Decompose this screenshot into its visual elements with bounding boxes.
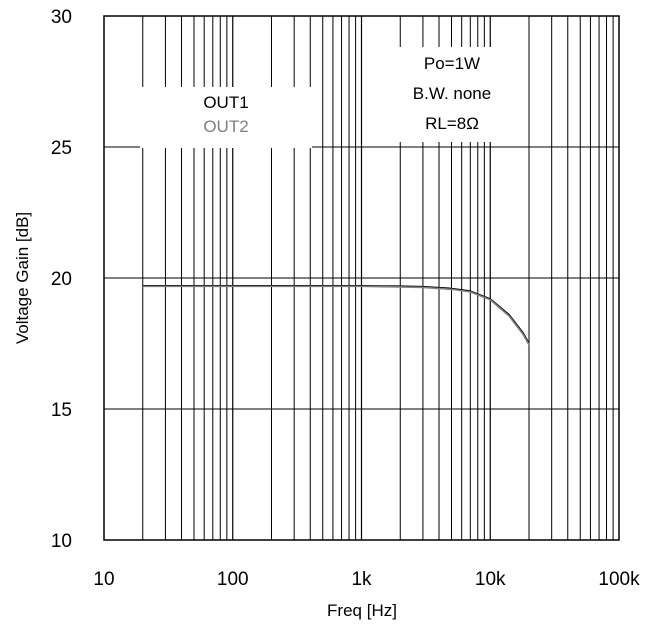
y-tick-label: 10 (51, 531, 72, 552)
tick-labels: 10 100 1k 10k 100k 10 15 20 25 30 (51, 7, 640, 590)
x-tick-label: 1k (351, 569, 372, 590)
x-tick-label: 100 (217, 569, 249, 590)
annotation-bg (377, 47, 527, 142)
legend: OUT1 OUT2 (140, 87, 312, 148)
series-line-out2 (142, 285, 530, 346)
legend-box (140, 87, 312, 148)
plot-frame (103, 15, 620, 541)
y-tick-label: 15 (51, 400, 72, 421)
y-tick-label: 20 (51, 269, 72, 290)
legend-out1: OUT1 (203, 93, 248, 112)
x-tick-label: 10k (475, 569, 506, 590)
y-tick-label: 30 (51, 7, 72, 28)
annotation-po: Po=1W (424, 54, 480, 73)
y-tick-label: 25 (51, 138, 72, 159)
y-axis-label: Voltage Gain [dB] (13, 212, 32, 344)
annotation-box: Po=1W B.W. none RL=8Ω (377, 47, 527, 142)
annotation-bw: B.W. none (413, 84, 491, 103)
x-tick-label: 100k (598, 569, 640, 590)
legend-out2: OUT2 (203, 117, 248, 136)
annotation-rl: RL=8Ω (425, 114, 479, 133)
x-axis-label: Freq [Hz] (327, 601, 397, 620)
x-tick-label: 10 (93, 569, 114, 590)
series-group (142, 285, 530, 346)
